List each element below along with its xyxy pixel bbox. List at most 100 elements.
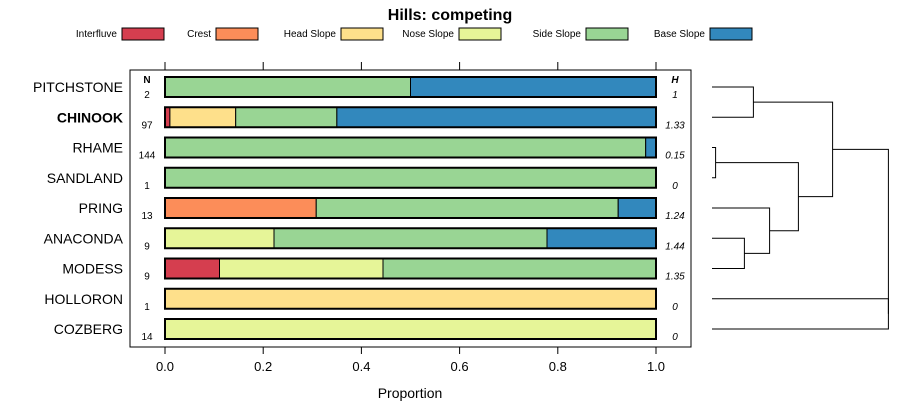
h-value: 1.24 (665, 211, 685, 222)
bar-row: PITCHSTONE 2 1 (33, 76, 678, 101)
bar-outline (164, 197, 657, 219)
bar-segment (315, 197, 619, 219)
n-value: 1 (144, 181, 150, 192)
top-axis-ticks (164, 62, 657, 70)
bar-segment (164, 167, 657, 189)
legend-label: Base Slope (654, 29, 706, 40)
n-value: 9 (144, 272, 150, 283)
n-value: 144 (139, 151, 156, 162)
bar-segment (617, 197, 657, 219)
legend-swatch (458, 27, 502, 41)
legend-label: Side Slope (533, 29, 582, 40)
h-value: 0 (672, 181, 678, 192)
bar-segment (645, 137, 657, 158)
bar-segment (164, 288, 657, 310)
row-label: SANDLAND (47, 170, 123, 186)
h-value: 1.35 (665, 272, 685, 283)
h-value: 1.33 (665, 120, 685, 131)
n-column-header: N (143, 75, 150, 86)
bar-outline (164, 287, 657, 310)
bar-row: CHINOOK 97 1.33 (57, 106, 685, 131)
x-tick-label: 0.4 (352, 359, 370, 374)
bar-row: SANDLAND 1 0 (47, 166, 678, 192)
dendrogram-branch (832, 148, 889, 314)
bar-outline (164, 318, 657, 340)
h-value: 0 (672, 332, 678, 343)
bar-outline (164, 227, 657, 250)
legend-swatch (121, 27, 165, 41)
bar-row: RHAME 144 0.15 (72, 136, 685, 162)
bar-segment (169, 106, 237, 128)
legend-swatch (585, 27, 629, 41)
legend-label: Head Slope (284, 29, 337, 40)
dendrogram-branch (712, 298, 889, 330)
dendrogram-branch (753, 101, 834, 198)
bar-segment (235, 106, 338, 128)
bar-outline (164, 106, 657, 129)
row-label: COZBERG (54, 321, 123, 337)
dendrogram-branch (715, 162, 799, 232)
bar-segment (164, 318, 657, 340)
dendrogram-branch (712, 237, 745, 269)
n-value: 14 (141, 332, 153, 343)
bar-segment (410, 76, 657, 98)
h-column-header: H (671, 75, 679, 86)
h-value: 1 (672, 90, 678, 101)
bar-outline (164, 76, 657, 98)
row-label: RHAME (72, 140, 123, 156)
bar-segment (164, 137, 647, 158)
legend-swatch (709, 27, 753, 41)
legend-swatch (215, 27, 259, 41)
legend: Interfluve Crest Head Slope Nose Slope Side … (76, 27, 753, 41)
bar-segment (164, 197, 317, 219)
legend-swatch (340, 27, 384, 41)
x-tick-label: 0.8 (549, 359, 567, 374)
bar-outline (164, 257, 657, 280)
h-value: 1.44 (665, 241, 685, 252)
x-tick-label: 0.2 (254, 359, 272, 374)
legend-label: Crest (187, 29, 211, 40)
bar-segment (546, 227, 657, 249)
legend-label: Interfluve (76, 29, 118, 40)
chart-title: Hills: competing (388, 7, 512, 24)
plot-frame (129, 69, 692, 348)
h-value: 0 (672, 302, 678, 313)
bar-segment (273, 227, 548, 249)
bar-row: MODESS 9 1.35 (62, 257, 685, 283)
n-value: 97 (141, 120, 153, 131)
n-value: 9 (144, 241, 150, 252)
dendrogram-branch (712, 207, 771, 254)
x-tick-label: 1.0 (647, 359, 665, 374)
bar-row: ANACONDA 9 1.44 (44, 227, 685, 252)
bar-row: COZBERG 14 0 (54, 318, 678, 343)
row-label: MODESS (62, 261, 123, 277)
dendrogram (712, 86, 889, 330)
bar-segment (336, 106, 657, 128)
n-value: 13 (141, 211, 153, 222)
x-tick-label: 0.6 (451, 359, 469, 374)
x-axis-label: Proportion (378, 385, 443, 401)
x-tick-label: 0.0 (156, 359, 174, 374)
legend-label: Nose Slope (402, 29, 454, 40)
row-label: PRING (79, 200, 123, 216)
bar-segment (382, 258, 657, 279)
x-axis: 0.0 0.2 0.4 0.6 0.8 1.0 (156, 347, 665, 374)
h-value: 0.15 (665, 151, 685, 162)
row-label: HOLLORON (44, 291, 123, 307)
row-label: ANACONDA (44, 230, 124, 246)
row-label: CHINOOK (57, 109, 123, 125)
bar-row: PRING 13 1.24 (79, 197, 685, 222)
row-label: PITCHSTONE (33, 79, 123, 95)
bar-segment (219, 258, 384, 279)
bar-segment (164, 76, 411, 98)
rows: PITCHSTONE 2 1 CHINOOK 97 1.33 RHAME 144 0.15 SAN… (33, 76, 685, 343)
n-value: 1 (144, 302, 150, 313)
bar-segment (164, 227, 275, 249)
bar-row: HOLLORON 1 0 (44, 287, 678, 313)
bar-segment (164, 258, 221, 279)
bar-outline (164, 136, 657, 159)
n-value: 2 (144, 90, 150, 101)
dendrogram-branch (712, 86, 754, 118)
dendrogram-branch (712, 147, 717, 179)
